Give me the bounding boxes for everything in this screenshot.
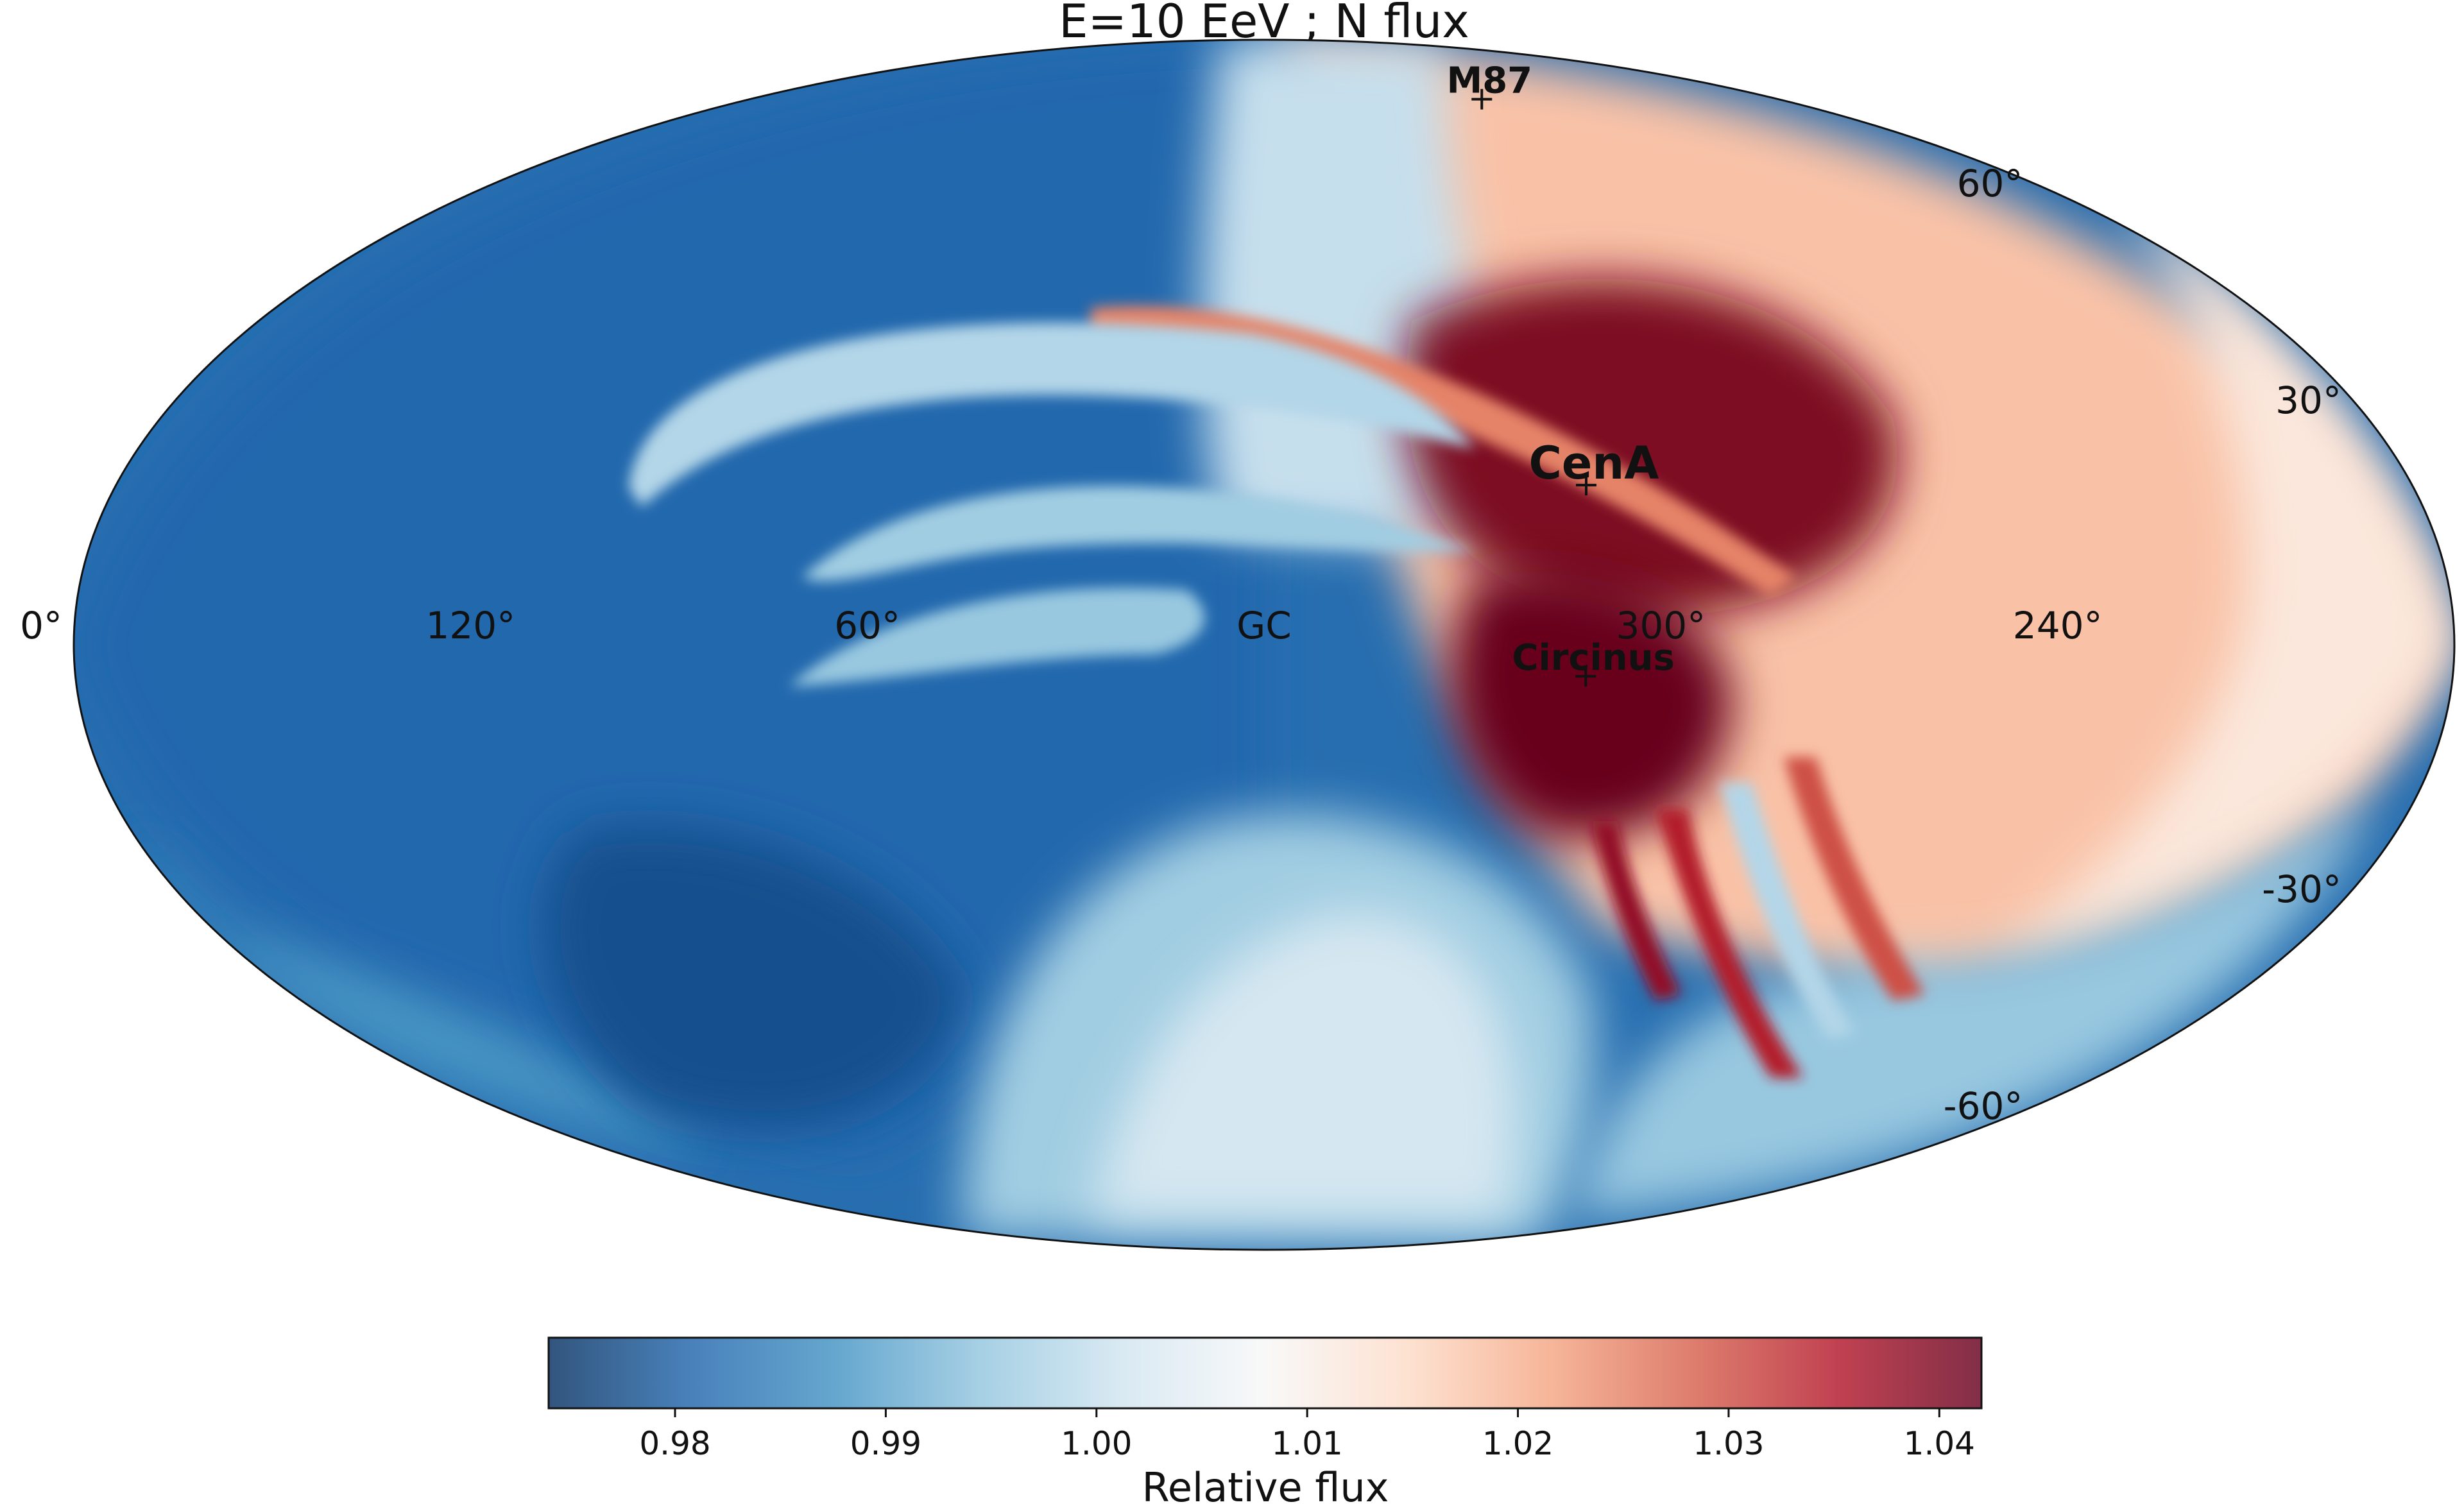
longitude-labels: 120° 60° GC 300° 240° 0° xyxy=(20,604,2102,647)
colorbar-ticks: 0.98 0.99 1.00 1.01 1.02 1.03 1.04 xyxy=(639,1408,1975,1462)
longitude-label-300: 300° xyxy=(1616,604,1706,647)
flux-region-southern-stripe-1 xyxy=(1656,808,1803,1078)
source-circinus: Circinus xyxy=(1512,637,1675,687)
latitude-labels: 60° 30° -30° -60° xyxy=(1944,162,2341,1128)
source-marker-cena xyxy=(1575,475,1596,496)
latitude-label-30: 30° xyxy=(2275,379,2341,422)
colorbar-label: Relative flux xyxy=(1142,1464,1389,1509)
source-label-circinus: Circinus xyxy=(1512,637,1675,679)
latitude-label-minus-60: -60° xyxy=(1944,1084,2023,1128)
colorbar-fill xyxy=(549,1338,1981,1408)
colorbar-tick-label-1.01: 1.01 xyxy=(1272,1425,1343,1462)
map-border xyxy=(73,38,2456,1251)
colorbar-tick-label-1.02: 1.02 xyxy=(1482,1425,1553,1462)
longitude-label-0: GC xyxy=(1236,604,1291,647)
colorbar-tick-label-1.00: 1.00 xyxy=(1061,1425,1132,1462)
flux-region-south-west-bubble-inner xyxy=(1091,911,1516,1219)
flux-region-south-east-dark-patch xyxy=(543,826,963,1127)
source-label-cena: CenA xyxy=(1529,437,1659,490)
flux-region-southern-stripe-2 xyxy=(1720,783,1854,1039)
longitude-label-240: 240° xyxy=(2013,604,2103,647)
source-marker-circinus xyxy=(1575,666,1596,687)
source-label-m87: M87 xyxy=(1446,60,1532,102)
latitude-label-minus-30: -30° xyxy=(2262,867,2341,911)
flux-region-west-lower-lobe xyxy=(1572,802,2374,1219)
source-cena: CenA xyxy=(1529,437,1659,496)
flux-region-lower-arc-filament xyxy=(789,588,1205,686)
flux-regions xyxy=(74,40,2454,1245)
flux-region-southern-stripe-4 xyxy=(1591,821,1681,1001)
source-markers: M87 CenA Circinus xyxy=(1446,60,1675,687)
colorbar-tick-label-1.03: 1.03 xyxy=(1693,1425,1764,1462)
flux-region-east-hemisphere-deficit xyxy=(74,40,1264,1155)
flux-region-southern-stripe-3 xyxy=(1784,757,1925,1001)
source-marker-m87 xyxy=(1471,89,1493,110)
flux-region-upper-arc-filament xyxy=(629,322,1476,507)
flux-region-circinus-hotspot xyxy=(1450,572,1733,839)
sky-map xyxy=(74,40,2454,1250)
longitude-label-180: 0° xyxy=(20,604,62,647)
latitude-label-60: 60° xyxy=(1957,162,2023,205)
colorbar-tick-label-0.99: 0.99 xyxy=(850,1425,921,1462)
source-m87: M87 xyxy=(1446,60,1532,110)
flux-region-west-outer-edge xyxy=(1989,192,2454,962)
colorbar: 0.98 0.99 1.00 1.01 1.02 1.03 1.04 Relative fl… xyxy=(547,1336,1983,1509)
flux-region-lower-left-edge xyxy=(128,834,706,1155)
flux-region-cena-hotspot xyxy=(1405,278,1898,618)
flux-region-middle-arc-filament xyxy=(802,486,1476,581)
colorbar-tick-label-1.04: 1.04 xyxy=(1904,1425,1975,1462)
colorbar-frame xyxy=(547,1336,1983,1410)
colorbar-tick-label-0.98: 0.98 xyxy=(639,1425,710,1462)
longitude-label-120: 120° xyxy=(425,604,515,647)
longitude-label-60: 60° xyxy=(834,604,900,647)
